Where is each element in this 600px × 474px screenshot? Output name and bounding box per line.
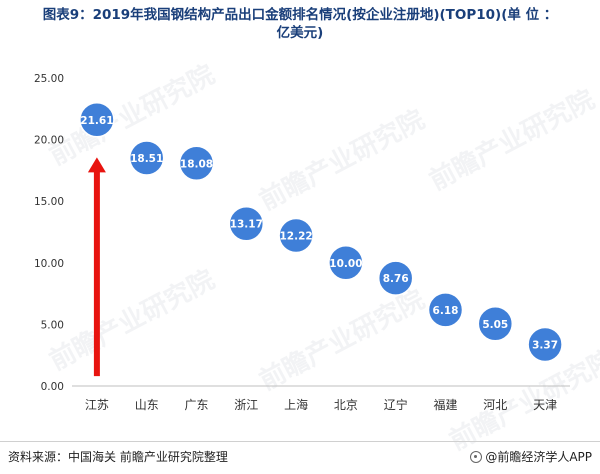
data-bubble [228, 205, 265, 242]
y-tick-label: 5.00 [41, 319, 64, 331]
x-tick-label: 广东 [184, 398, 208, 412]
x-tick-label: 天津 [533, 398, 557, 412]
x-tick-label: 福建 [433, 397, 457, 412]
data-label: 13.17 [230, 219, 263, 231]
source-note: 资料来源：中国海关 前瞻产业研究院整理 [8, 450, 228, 464]
y-tick-label: 0.00 [41, 381, 64, 393]
data-bubble [377, 260, 414, 296]
data-bubble [427, 292, 464, 328]
data-bubble [79, 102, 115, 138]
y-tick-label: 15.00 [34, 196, 64, 208]
data-label: 6.18 [433, 305, 459, 317]
data-label: 8.76 [383, 273, 409, 285]
chart-title: 图表9：2019年我国钢结构产品出口金额排名情况(按企业注册地)(TOP10)(… [8, 6, 592, 42]
chart-title-line-1: 图表9：2019年我国钢结构产品出口金额排名情况(按企业注册地)(TOP10)(… [42, 7, 558, 23]
data-label: 18.08 [180, 158, 213, 170]
y-tick-label: 20.00 [34, 135, 64, 147]
x-tick-label: 北京 [334, 398, 358, 412]
footer-divider [0, 441, 600, 442]
data-label: 3.37 [532, 339, 558, 351]
data-bubble [328, 245, 364, 281]
bubble-chart: 0.00 5.00 10.00 15.00 20.00 25.00 江苏 山东 广东 浙江 上海 北京… [34, 73, 570, 412]
x-tick-label: 辽宁 [384, 397, 408, 412]
chart-title-line-2: 亿美元) [276, 25, 324, 41]
x-tick-label: 河北 [483, 398, 507, 412]
x-tick-label: 浙江 [234, 398, 258, 412]
x-tick-label: 江苏 [85, 398, 109, 412]
data-label: 12.22 [279, 230, 312, 242]
footer: 资料来源：中国海关 前瞻产业研究院整理 @前瞻经济学人APP [8, 447, 592, 467]
data-label: 10.00 [329, 258, 362, 270]
data-label: 5.05 [482, 319, 508, 331]
y-tick-label: 10.00 [34, 258, 64, 270]
data-bubble [477, 306, 514, 342]
x-tick-label: 山东 [135, 398, 159, 412]
data-bubble [178, 145, 215, 182]
data-bubble [278, 217, 314, 254]
data-label: 21.61 [80, 115, 113, 127]
brand-logo-icon [470, 451, 483, 463]
y-tick-label: 25.00 [34, 73, 64, 85]
data-label: 18.51 [130, 153, 163, 165]
data-bubble [527, 326, 563, 363]
brand-credit: @前瞻经济学人APP [470, 447, 592, 467]
brand-credit-label: @前瞻经济学人APP [485, 450, 592, 464]
arrow-head [87, 157, 106, 173]
x-tick-label: 上海 [284, 397, 308, 412]
data-bubble [128, 140, 165, 176]
